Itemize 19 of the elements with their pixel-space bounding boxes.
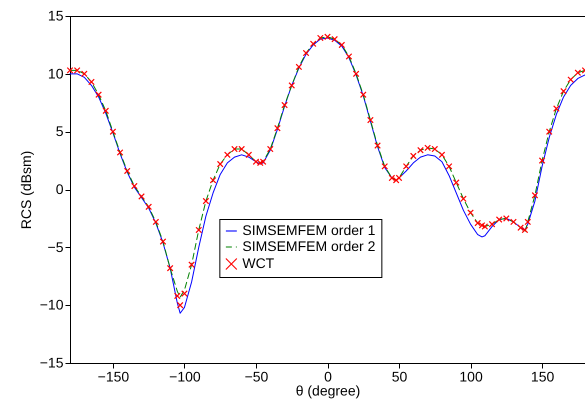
x-tick-label: 100 (459, 368, 483, 384)
x-tick-label: 0 (324, 368, 332, 384)
legend-label: SIMSEMFEM order 2 (242, 238, 376, 254)
y-tick-label: 5 (56, 123, 64, 140)
x-axis-title: θ (degree) (296, 382, 360, 398)
legend-label: WCT (242, 254, 275, 271)
y-tick-label: 0 (56, 181, 64, 197)
y-tick-label: −10 (40, 296, 64, 313)
x-tick-label: 150 (530, 368, 554, 384)
y-tick-label: 10 (48, 65, 64, 82)
x-tick-label: −100 (169, 368, 201, 384)
legend-label: SIMSEMFEM order 1 (242, 222, 376, 238)
x-tick-label: −50 (244, 368, 269, 384)
x-tick-label: −150 (98, 368, 130, 384)
y-axis-title: RCS (dBsm) (18, 150, 34, 230)
y-tick-label: −15 (40, 354, 64, 370)
x-tick-label: 50 (392, 368, 408, 384)
y-tick-label: 15 (48, 8, 64, 24)
y-tick-label: −5 (48, 238, 64, 255)
